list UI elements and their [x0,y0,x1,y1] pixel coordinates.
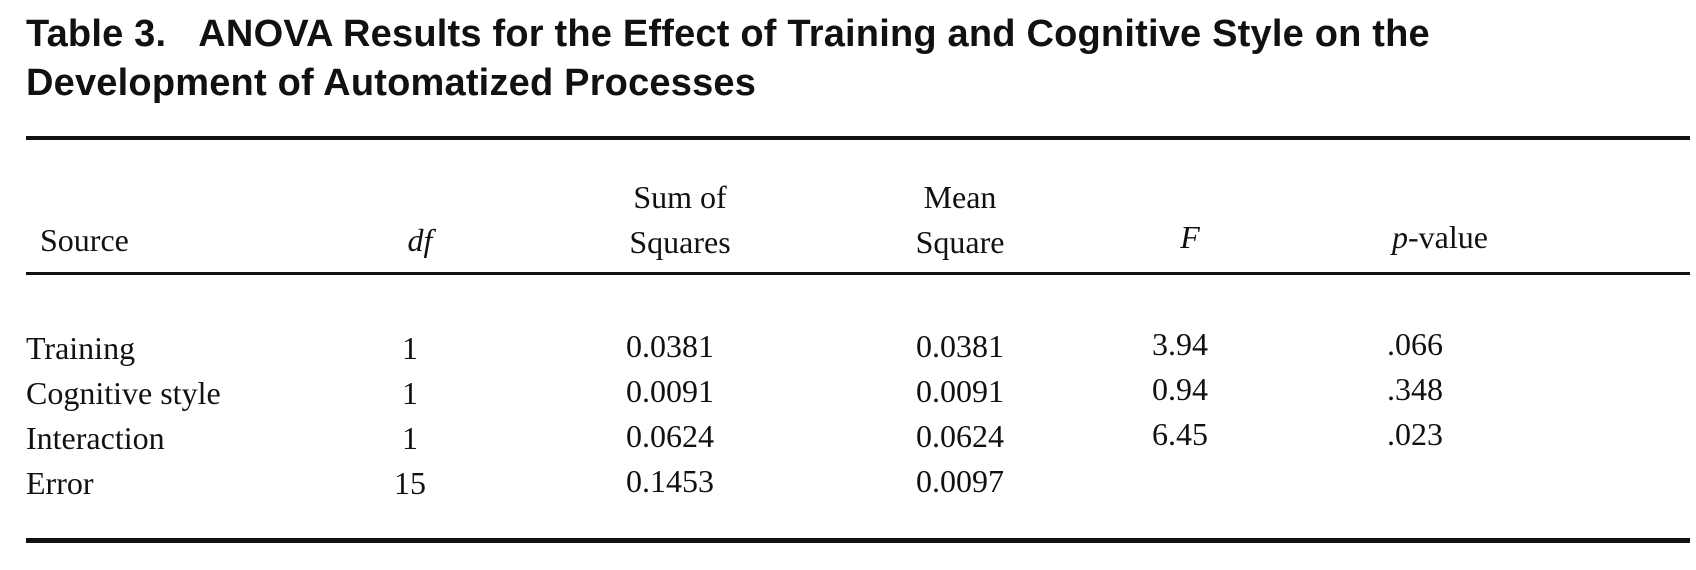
header-sum-of-squares-line2: Squares [629,224,731,260]
row-ms: 0.0381 [916,328,1004,364]
header-p-italic: p [1392,219,1409,255]
header-f: F [1180,219,1200,255]
row-p: .023 [1387,416,1443,452]
row-f: 6.45 [1152,416,1208,452]
row-source: Error [26,465,94,501]
row-df: 1 [402,330,418,366]
table-title: ANOVA Results for the Effect of Training… [26,13,1430,104]
row-df: 15 [394,465,426,501]
row-p: .348 [1387,371,1443,407]
row-source: Interaction [26,420,165,456]
header-source: Source [40,222,129,258]
row-source: Cognitive style [26,375,221,411]
header-sum-of-squares-line1: Sum of [633,179,727,215]
row-f: 3.94 [1152,326,1208,362]
header-sum-of-squares: Sum of Squares [580,175,780,265]
table-caption: Table 3. ANOVA Results for the Effect of … [26,10,1666,108]
row-ms: 0.0097 [916,463,1004,499]
row-ss: 0.0381 [626,328,714,364]
table-label: Table 3. [26,13,167,55]
header-mean-square-line2: Square [915,224,1005,260]
header-mean-square-line1: Mean [923,179,997,215]
row-ms: 0.0091 [916,373,1004,409]
header-p-value: p-value [1330,215,1550,260]
header-df: df [407,222,433,258]
row-ss: 0.1453 [626,463,714,499]
row-ms: 0.0624 [916,418,1004,454]
row-f: 0.94 [1152,371,1208,407]
row-source: Training [26,330,136,366]
row-df: 1 [402,375,418,411]
row-ss: 0.0624 [626,418,714,454]
row-ss: 0.0091 [626,373,714,409]
header-mean-square: Mean Square [870,175,1050,265]
bottom-rule [26,538,1690,543]
header-rule [26,272,1690,275]
header-p-rest: -value [1408,219,1488,255]
top-rule [26,136,1690,140]
row-p: .066 [1387,326,1443,362]
row-df: 1 [402,420,418,456]
